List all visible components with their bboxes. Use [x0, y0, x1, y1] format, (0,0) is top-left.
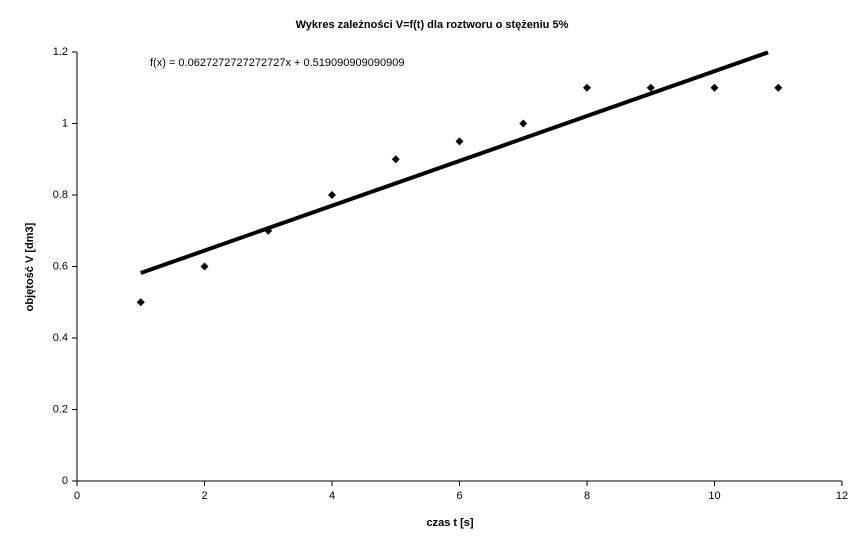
data-point	[328, 191, 336, 199]
data-point	[519, 119, 528, 128]
data-point	[200, 262, 209, 271]
y-axis-label: objętość V [dm3]	[24, 222, 36, 311]
x-tick-label: 0	[74, 490, 80, 502]
x-tick-label: 12	[836, 490, 848, 502]
trendline-equation: f(x) = 0.0627272727272727x + 0.519090909…	[150, 57, 404, 69]
data-point	[583, 83, 591, 92]
data-point	[646, 83, 655, 92]
trendline	[140, 50, 769, 275]
y-tick-label: 0.8	[53, 189, 68, 201]
x-tick-label: 8	[584, 490, 590, 502]
data-point	[391, 155, 400, 164]
y-tick-label: 0.2	[53, 403, 68, 415]
data-point	[774, 83, 783, 92]
x-tick-label: 4	[329, 490, 335, 502]
y-tick-label: 1.2	[53, 46, 68, 58]
chart-title: Wykres zależności V=f(t) dla roztworu o …	[296, 19, 569, 31]
x-tick-label: 2	[201, 490, 207, 502]
y-tick-label: 0.4	[53, 332, 68, 344]
x-tick-label: 6	[456, 490, 462, 502]
x-tick-label: 10	[708, 490, 720, 502]
x-axis-label: czas t [s]	[426, 517, 473, 529]
y-tick-label: 1	[62, 117, 68, 129]
data-point	[136, 298, 145, 307]
data-point	[710, 83, 719, 92]
y-tick-label: 0	[62, 475, 68, 487]
y-tick-label: 0.6	[53, 260, 68, 272]
data-point	[455, 137, 464, 146]
data-point	[264, 226, 273, 235]
